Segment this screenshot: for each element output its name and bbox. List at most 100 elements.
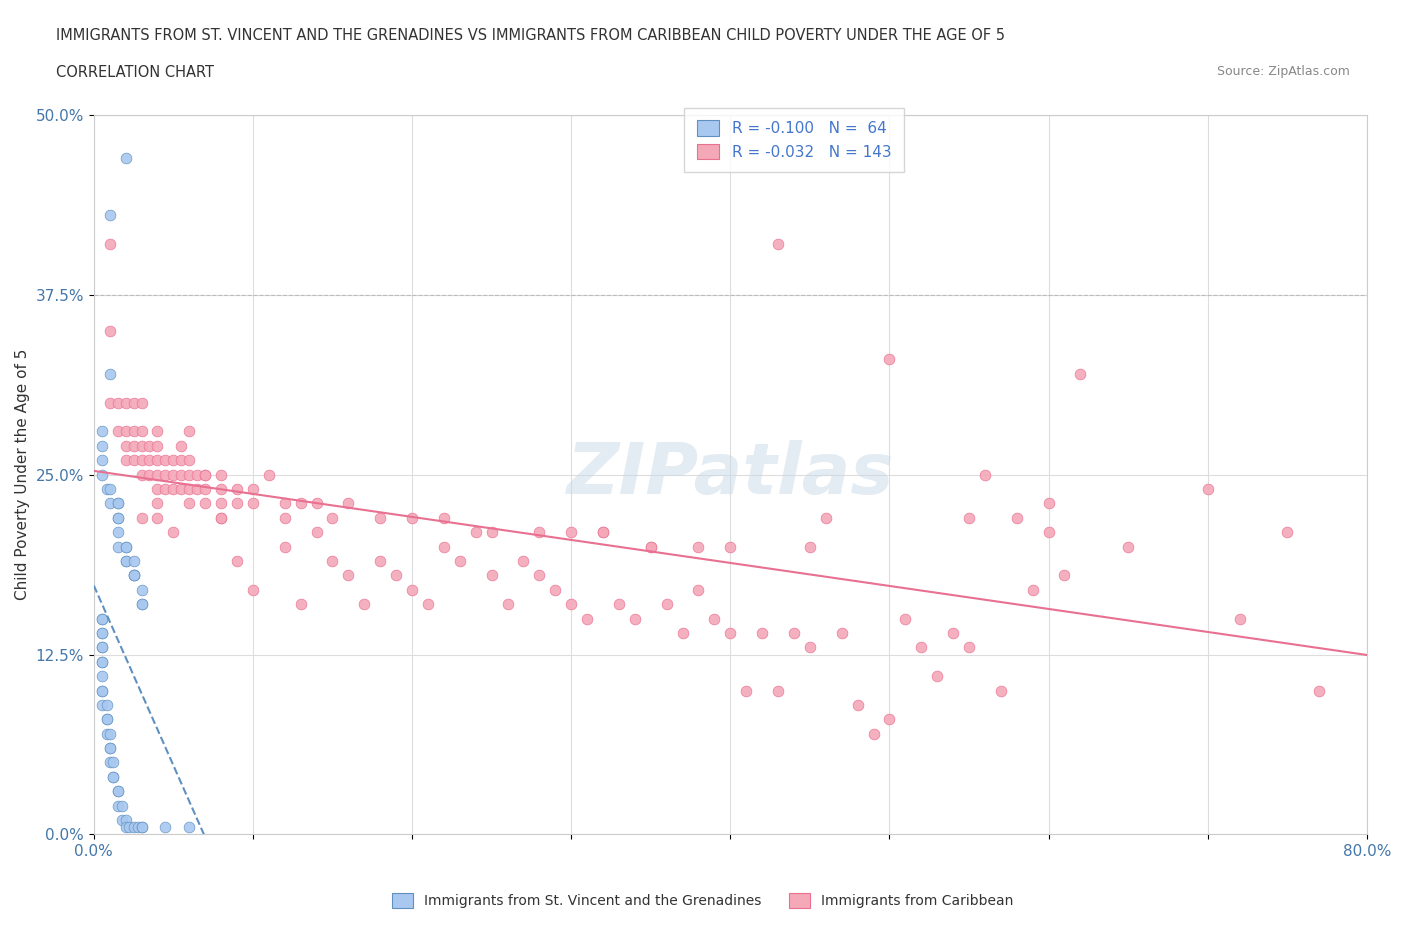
Point <box>385 568 408 583</box>
Point <box>274 539 297 554</box>
Y-axis label: Child Poverty Under the Age of 5: Child Poverty Under the Age of 5 <box>15 349 30 600</box>
Point <box>529 568 551 583</box>
Point <box>90 611 112 626</box>
Point <box>226 496 249 511</box>
Point <box>98 324 121 339</box>
Point <box>131 424 153 439</box>
Point <box>118 820 141 835</box>
Point <box>433 539 456 554</box>
Point <box>226 482 249 497</box>
Point <box>162 453 184 468</box>
Point <box>114 395 136 410</box>
Point <box>170 482 193 497</box>
Point <box>766 237 789 252</box>
Point <box>107 424 129 439</box>
Point <box>131 597 153 612</box>
Point <box>155 482 177 497</box>
Point <box>910 640 932 655</box>
Point <box>894 611 917 626</box>
Point <box>529 525 551 539</box>
Point <box>146 467 169 482</box>
Point <box>155 820 177 835</box>
Point <box>146 453 169 468</box>
Point <box>131 597 153 612</box>
Point <box>107 496 129 511</box>
Point <box>973 467 995 482</box>
Legend: Immigrants from St. Vincent and the Grenadines, Immigrants from Caribbean: Immigrants from St. Vincent and the Gren… <box>387 888 1019 914</box>
Point <box>186 467 208 482</box>
Point <box>90 655 112 670</box>
Point <box>146 438 169 453</box>
Point <box>464 525 486 539</box>
Point <box>114 438 136 453</box>
Point <box>131 453 153 468</box>
Point <box>162 482 184 497</box>
Point <box>122 568 145 583</box>
Point <box>107 511 129 525</box>
Point <box>114 539 136 554</box>
Point <box>107 511 129 525</box>
Point <box>814 511 837 525</box>
Point <box>274 496 297 511</box>
Point <box>155 453 177 468</box>
Point <box>957 640 980 655</box>
Point <box>449 553 471 568</box>
Point <box>179 453 201 468</box>
Point <box>1038 525 1060 539</box>
Point <box>783 626 806 641</box>
Point <box>766 683 789 698</box>
Point <box>607 597 630 612</box>
Point <box>1021 582 1043 597</box>
Point <box>640 539 662 554</box>
Point <box>512 553 534 568</box>
Point <box>114 453 136 468</box>
Point <box>179 424 201 439</box>
Point <box>111 813 134 828</box>
Point <box>957 511 980 525</box>
Point <box>401 582 423 597</box>
Point <box>576 611 599 626</box>
Point <box>718 626 741 641</box>
Point <box>1116 539 1139 554</box>
Point <box>127 820 149 835</box>
Point <box>131 438 153 453</box>
Point <box>337 568 360 583</box>
Point <box>155 467 177 482</box>
Point <box>90 655 112 670</box>
Point <box>90 438 112 453</box>
Point <box>305 496 328 511</box>
Point <box>131 820 153 835</box>
Point <box>90 626 112 641</box>
Point <box>862 726 884 741</box>
Point <box>194 467 217 482</box>
Point <box>98 740 121 755</box>
Text: CORRELATION CHART: CORRELATION CHART <box>56 65 214 80</box>
Point <box>242 496 264 511</box>
Point <box>353 597 375 612</box>
Point <box>131 582 153 597</box>
Point <box>560 597 582 612</box>
Point <box>114 151 136 166</box>
Point <box>592 525 614 539</box>
Point <box>107 798 129 813</box>
Point <box>122 453 145 468</box>
Point <box>179 820 201 835</box>
Point <box>209 482 232 497</box>
Point <box>90 683 112 698</box>
Point <box>481 568 503 583</box>
Point <box>146 511 169 525</box>
Point <box>831 626 853 641</box>
Point <box>321 553 343 568</box>
Point <box>368 553 391 568</box>
Point <box>131 511 153 525</box>
Point <box>98 755 121 770</box>
Point <box>1038 496 1060 511</box>
Point <box>799 539 821 554</box>
Point <box>90 683 112 698</box>
Point <box>131 467 153 482</box>
Point <box>90 698 112 712</box>
Point <box>96 698 118 712</box>
Point <box>162 467 184 482</box>
Point <box>942 626 965 641</box>
Point <box>337 496 360 511</box>
